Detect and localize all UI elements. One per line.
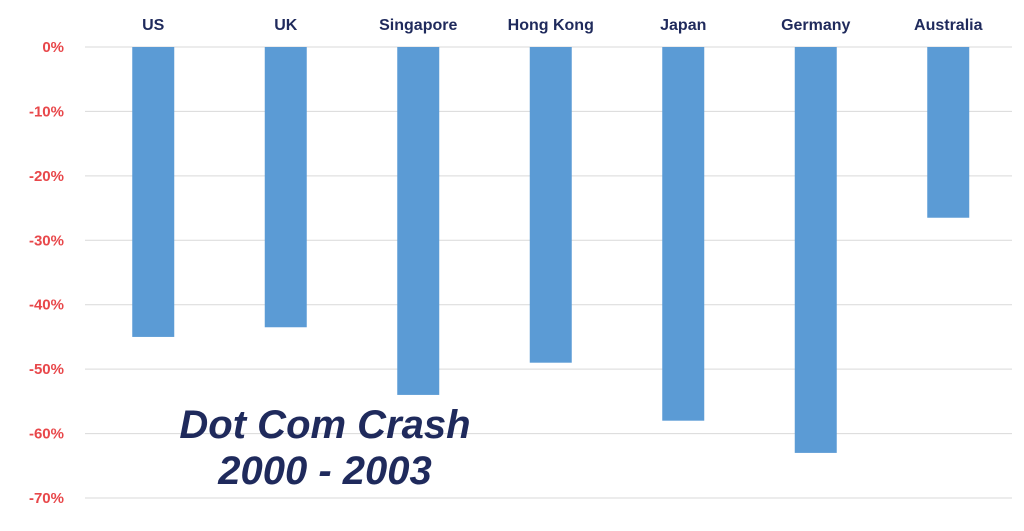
bar-us [132, 47, 175, 337]
bar-germany [794, 47, 837, 453]
category-label: Germany [781, 17, 850, 34]
bar-hong-kong [529, 47, 572, 363]
bar-singapore [397, 47, 440, 395]
bar-australia [927, 47, 970, 218]
bar-uk [264, 47, 307, 328]
y-tick-label: -40% [29, 297, 64, 314]
y-tick-label: -60% [29, 426, 64, 443]
y-tick-label: -30% [29, 232, 64, 249]
y-axis-tick-labels: 0% -10% -20% -30% -40% -50% -60% -70% [29, 39, 64, 507]
bar-japan [662, 47, 705, 421]
category-label: Hong Kong [508, 17, 594, 34]
y-tick-label: 0% [42, 39, 64, 56]
category-label: Singapore [379, 17, 457, 34]
bars [132, 47, 970, 453]
y-tick-label: -20% [29, 168, 64, 185]
category-label: Australia [914, 17, 983, 34]
category-labels: US UK Singapore Hong Kong Japan Germany Austra… [142, 17, 982, 34]
y-tick-label: -10% [29, 103, 64, 120]
y-tick-label: -70% [29, 490, 64, 507]
category-label: Japan [660, 17, 706, 34]
category-label: UK [274, 17, 298, 34]
y-tick-label: -50% [29, 361, 64, 378]
category-label: US [142, 17, 165, 34]
